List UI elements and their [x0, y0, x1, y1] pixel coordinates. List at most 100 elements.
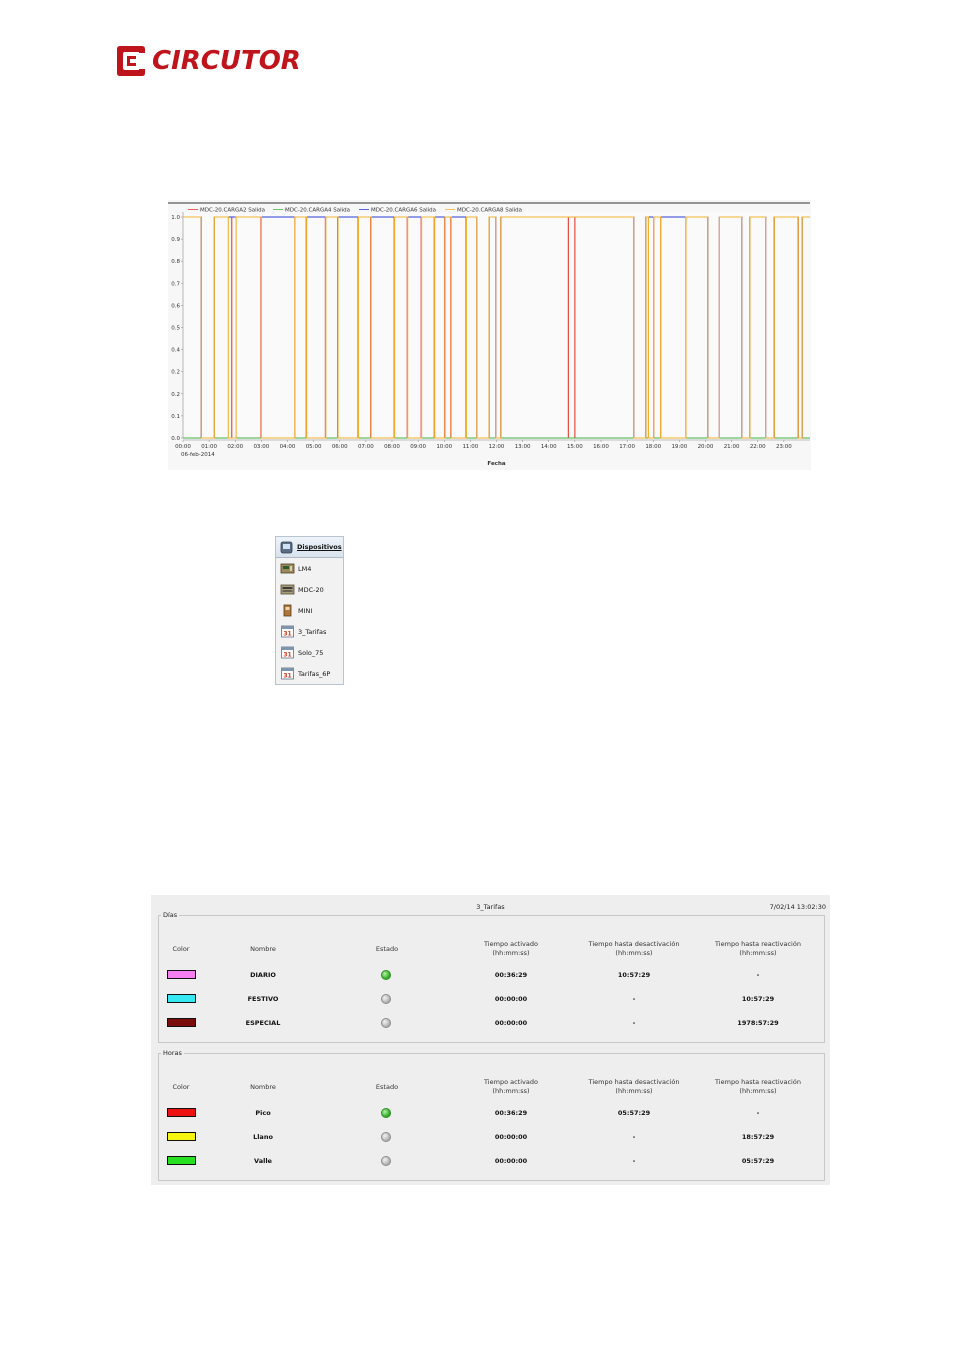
x-tick-label: 13:00 [515, 444, 531, 450]
device-tree-header[interactable]: Dispositivos [276, 537, 343, 558]
col-header-until-reactivation: Tiempo hasta reactivación (hh:mm:ss) [703, 940, 813, 958]
x-tick-label: 03:00 [253, 444, 269, 450]
status-led-inactive [381, 1018, 391, 1028]
calendar-icon: 31 [281, 667, 294, 680]
tariff-name: ESPECIAL [245, 1019, 281, 1027]
svg-text:31: 31 [283, 673, 291, 680]
svg-text:31: 31 [283, 631, 291, 638]
y-tick-label: 0.7 [171, 281, 180, 287]
until-reactivation-value: 18:57:29 [741, 1133, 775, 1141]
x-tick-label: 09:00 [410, 444, 426, 450]
device-panel-icon [280, 541, 293, 553]
series-line-carga8 [183, 216, 810, 439]
group-days-label: Días [163, 911, 178, 919]
y-tick-label: 1.0 [171, 215, 180, 221]
x-tick-label: 23:00 [776, 444, 792, 450]
y-tick-label: 0.9 [171, 237, 180, 243]
col-header-until-reactivation-unit: (hh:mm:ss) [739, 949, 777, 957]
col-header-active-time: Tiempo activado (hh:mm:ss) [459, 940, 563, 958]
x-tick-label: 07:00 [358, 444, 374, 450]
color-swatch [167, 1108, 196, 1117]
logo-wordmark: CIRCUTOR [152, 46, 301, 76]
tariff-status-panel: 3_Tarifas 7/02/14 13:02:30 Días Color No… [151, 895, 830, 1185]
y-tick-label: 0.1 [171, 414, 180, 420]
active-time-value: 00:00:00 [494, 1157, 528, 1165]
col-header-color: Color [172, 1083, 190, 1091]
col-header-until-deactivation-unit: (hh:mm:ss) [615, 1087, 653, 1095]
col-header-active-time-label: Tiempo activado [484, 940, 538, 948]
tariff-name: Valle [254, 1157, 272, 1165]
color-swatch [167, 1156, 196, 1165]
x-tick-label: 00:00 [175, 444, 191, 450]
x-tick-label: 18:00 [645, 444, 661, 450]
tree-item-label: Solo_75 [298, 648, 324, 657]
legend-entry: MDC-20.CARGA6 Salida [371, 208, 436, 214]
x-axis-title: Fecha [487, 461, 505, 467]
y-tick-label: 0.0 [171, 436, 180, 442]
y-tick-label: 0.2 [171, 370, 180, 376]
tree-item-mdc20[interactable]: MDC-20 [276, 579, 343, 600]
active-time-value: 00:00:00 [494, 995, 528, 1003]
col-header-active-time-label: Tiempo activado [484, 1078, 538, 1086]
col-header-active-time: Tiempo activado (hh:mm:ss) [459, 1078, 563, 1096]
group-days: Días Color Nombre Estado Tiempo activado… [158, 911, 825, 1043]
status-led-inactive [381, 1156, 391, 1166]
y-tick-label: 0.5 [171, 326, 180, 332]
y-tick-label: 0.8 [171, 259, 180, 265]
tree-item-label: Tarifas_6P [298, 669, 331, 678]
legend-entry: MDC-20.CARGA4 Salida [285, 208, 350, 214]
tree-item-label: LM4 [298, 564, 312, 573]
until-deactivation-value: - [632, 1133, 636, 1141]
status-led-active [381, 970, 391, 980]
chart-canvas: MDC-20.CARGA2 Salida MDC-20.CARGA4 Salida… [168, 200, 811, 470]
tree-item-mini[interactable]: MINI [276, 600, 343, 621]
color-swatch [167, 1132, 196, 1141]
legend-entry: MDC-20.CARGA8 Salida [457, 208, 522, 214]
x-tick-label: 14:00 [541, 444, 557, 450]
col-header-active-time-unit: (hh:mm:ss) [492, 949, 530, 957]
x-tick-label: 01:00 [201, 444, 217, 450]
x-tick-label: 10:00 [436, 444, 452, 450]
col-header-state: Estado [375, 945, 399, 953]
col-header-until-deactivation: Tiempo hasta desactivación (hh:mm:ss) [579, 1078, 689, 1096]
lm4-device-icon [280, 563, 295, 574]
until-reactivation-value: 10:57:29 [741, 995, 775, 1003]
group-hours: Horas Color Nombre Estado Tiempo activad… [158, 1049, 825, 1181]
panel-title: 3_Tarifas [476, 903, 505, 911]
plot-area [183, 212, 810, 438]
calendar-icon: 31 [281, 625, 294, 638]
until-deactivation-value: - [632, 995, 636, 1003]
color-swatch [167, 970, 196, 979]
tree-item-lm4[interactable]: LM4 [276, 558, 343, 579]
device-tree: Dispositivos LM4 MDC-20 MINI 31 3_Tarifa… [275, 536, 344, 685]
col-header-until-deactivation-label: Tiempo hasta desactivación [588, 1078, 680, 1086]
tree-item-solo-75[interactable]: 31 Solo_75 [276, 642, 343, 663]
status-led-active [381, 1108, 391, 1118]
x-tick-label: 05:00 [306, 444, 322, 450]
tree-item-3-tarifas[interactable]: 31 3_Tarifas [276, 621, 343, 642]
x-tick-label: 22:00 [750, 444, 766, 450]
panel-timestamp: 7/02/14 13:02:30 [769, 903, 826, 911]
color-swatch [167, 994, 196, 1003]
status-led-inactive [381, 1132, 391, 1142]
circutor-logo-mark [117, 46, 145, 76]
tree-item-label: 3_Tarifas [298, 627, 327, 636]
col-header-until-reactivation-label: Tiempo hasta reactivación [715, 1078, 801, 1086]
x-tick-label: 16:00 [593, 444, 609, 450]
col-header-until-deactivation-label: Tiempo hasta desactivación [588, 940, 680, 948]
until-reactivation-value: - [756, 971, 760, 979]
group-hours-label: Horas [163, 1049, 182, 1057]
x-tick-label: 19:00 [671, 444, 687, 450]
tree-item-tarifas-6p[interactable]: 31 Tarifas_6P [276, 663, 343, 684]
tariff-name: Llano [253, 1133, 273, 1141]
col-header-name: Nombre [250, 945, 276, 953]
col-header-until-deactivation-unit: (hh:mm:ss) [615, 949, 653, 957]
svg-text:31: 31 [283, 652, 291, 659]
until-reactivation-value: - [756, 1109, 760, 1117]
x-tick-label: 02:00 [227, 444, 243, 450]
status-led-inactive [381, 994, 391, 1004]
tariff-name: Pico [255, 1109, 271, 1117]
x-tick-label: 17:00 [619, 444, 635, 450]
x-tick-label: 21:00 [724, 444, 740, 450]
x-tick-label: 20:00 [698, 444, 714, 450]
